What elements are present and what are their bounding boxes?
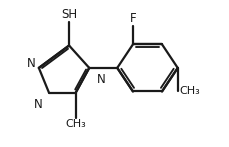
Text: CH₃: CH₃ [179,86,199,96]
Text: N: N [27,57,35,70]
Text: N: N [33,98,42,111]
Text: CH₃: CH₃ [65,119,86,129]
Text: SH: SH [61,8,77,21]
Text: F: F [129,12,136,25]
Text: N: N [97,73,105,86]
